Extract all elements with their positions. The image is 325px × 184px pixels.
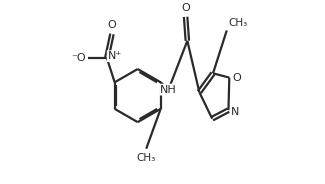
- Text: CH₃: CH₃: [228, 18, 248, 28]
- Text: N⁺: N⁺: [108, 51, 122, 61]
- Text: ⁻O: ⁻O: [72, 53, 86, 63]
- Text: N: N: [231, 107, 240, 117]
- Text: NH: NH: [160, 85, 177, 95]
- Text: O: O: [181, 3, 190, 13]
- Text: O: O: [108, 20, 116, 31]
- Text: CH₃: CH₃: [136, 153, 156, 163]
- Text: O: O: [232, 73, 241, 83]
